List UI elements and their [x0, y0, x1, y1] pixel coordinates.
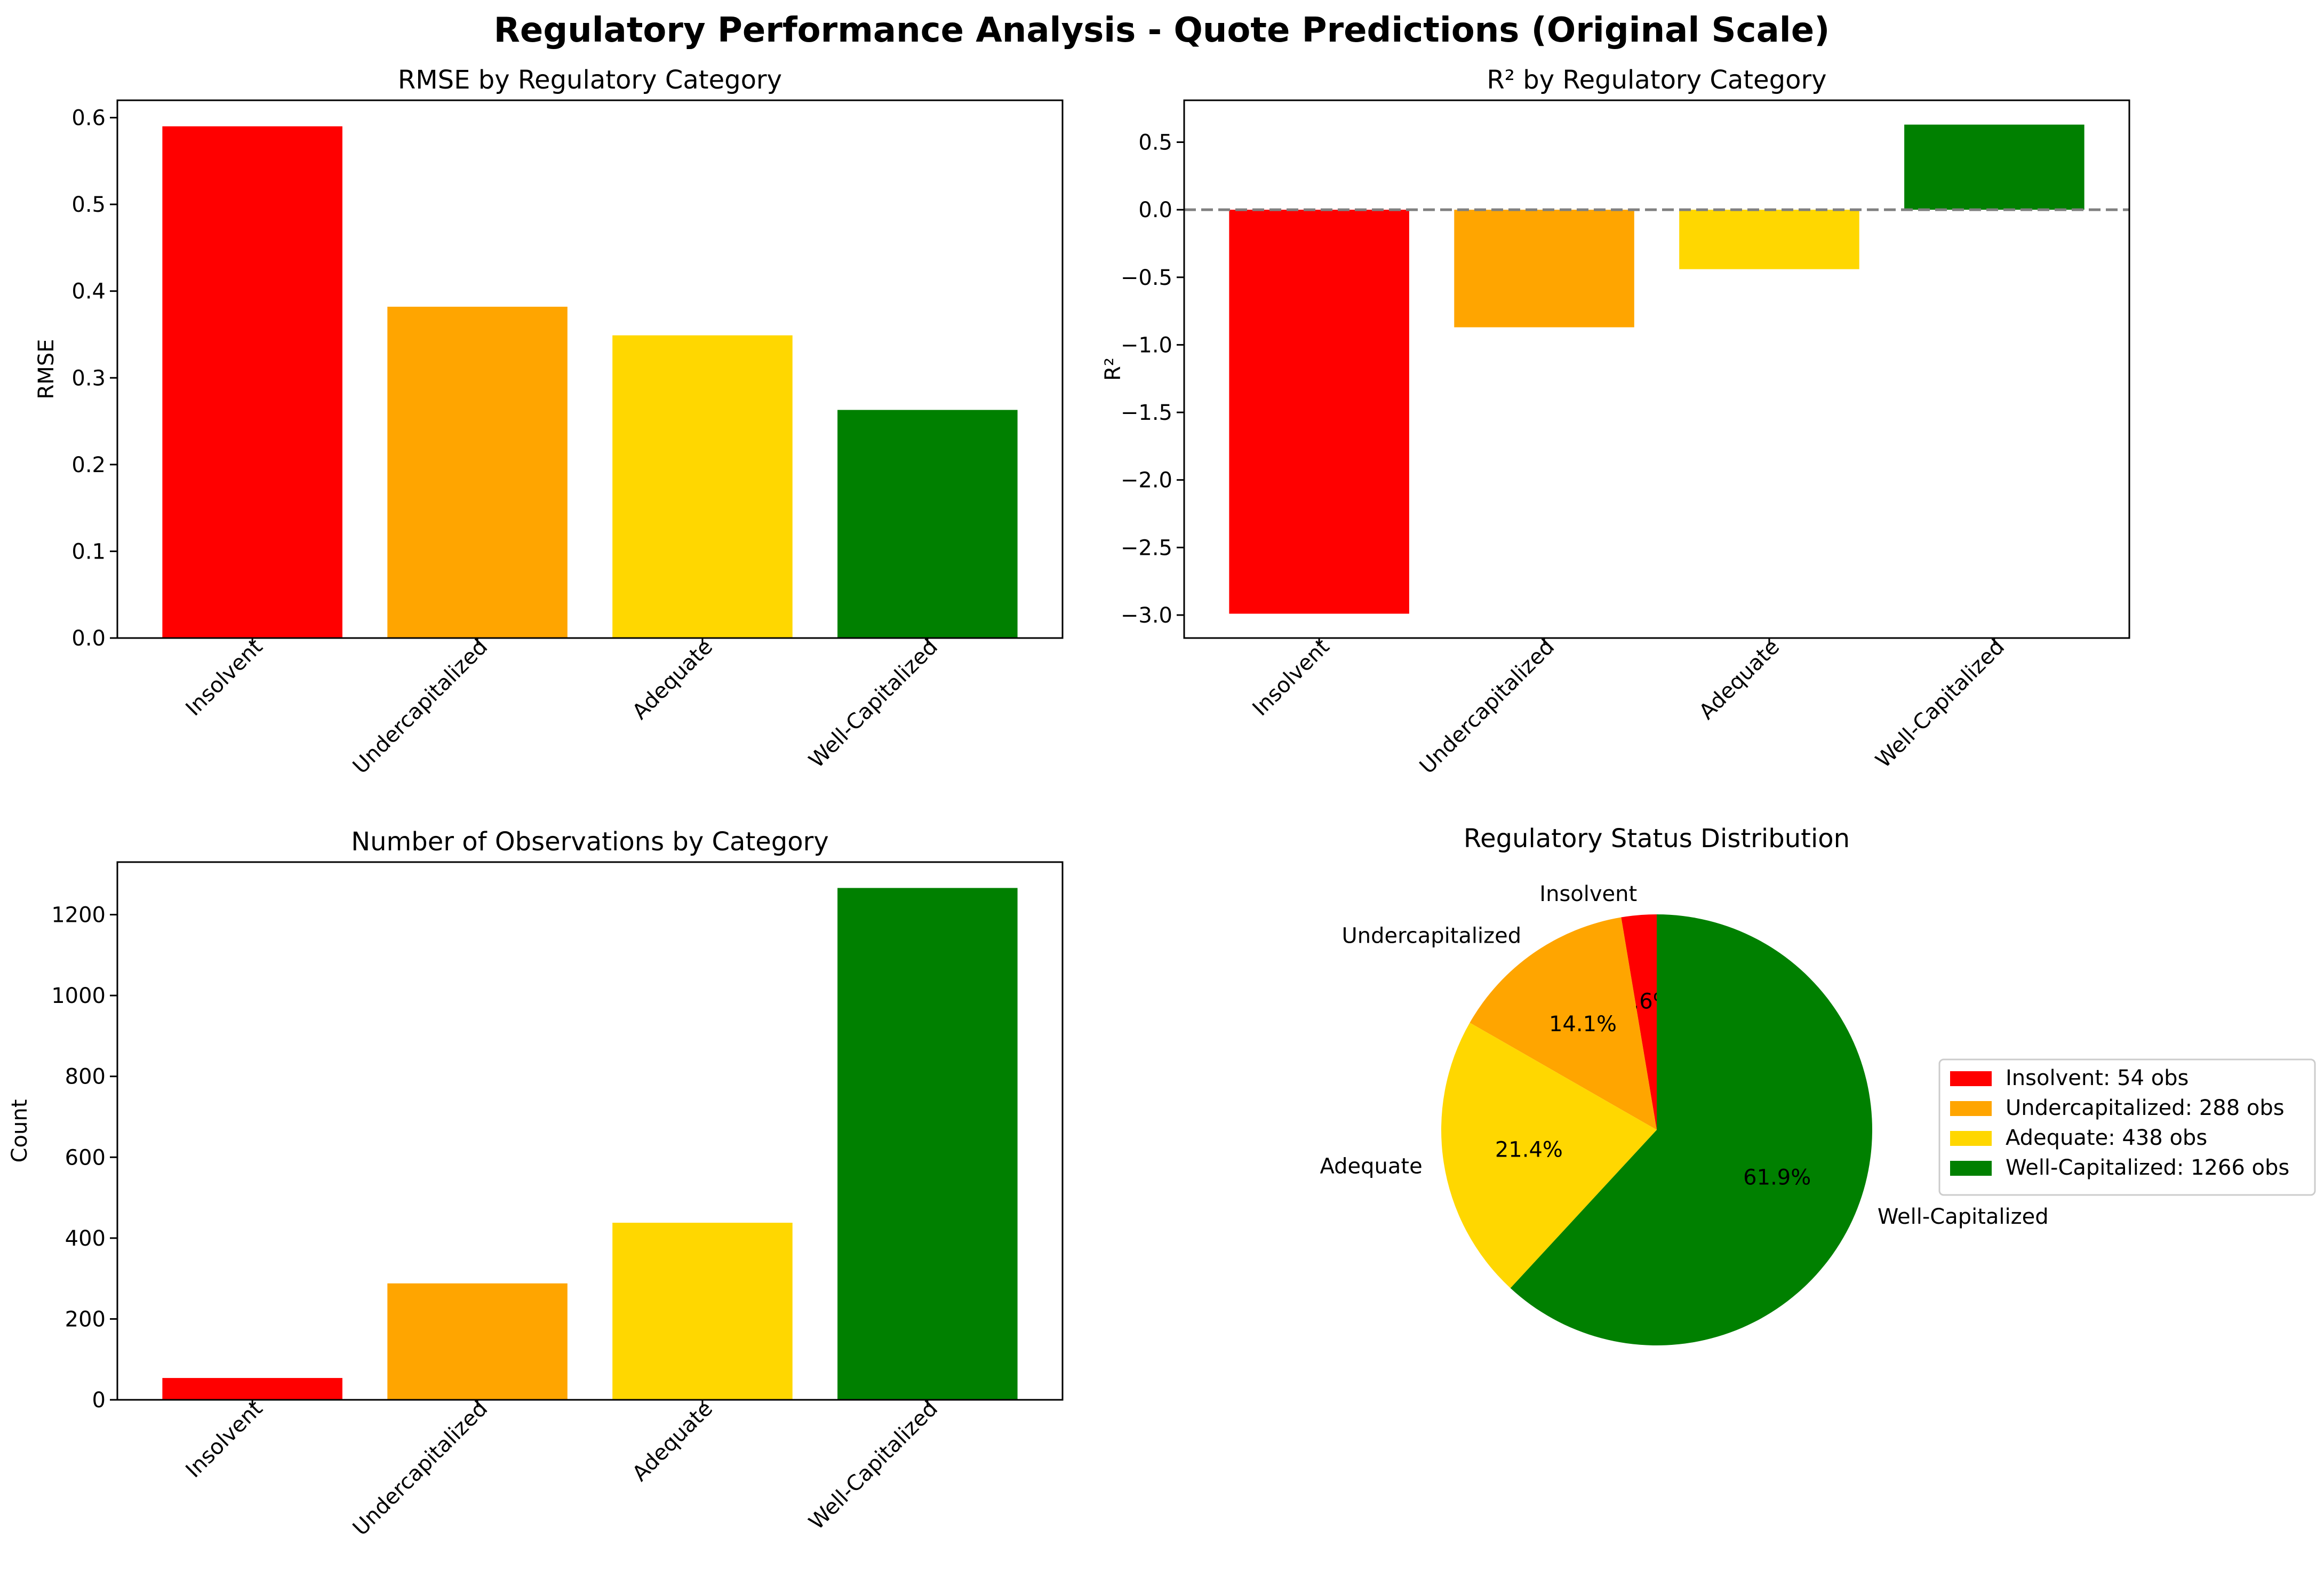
- y-tick-label: −1.5: [1121, 401, 1172, 425]
- pie-percent-label: 21.4%: [1495, 1138, 1563, 1162]
- chart-title: RMSE by Regulatory Category: [398, 65, 782, 95]
- y-tick-label: 200: [65, 1307, 106, 1332]
- pie-slice-undercapitalized: [1470, 917, 1657, 1130]
- bar-adequate: [612, 1223, 793, 1400]
- x-tick-label: Adequate: [1695, 634, 1784, 724]
- legend-swatch: [1950, 1161, 1992, 1176]
- legend-entry: Insolvent: 54 obs: [2006, 1066, 2189, 1090]
- pie-slice-well-capitalized: [1510, 914, 1872, 1346]
- y-tick-label: 0.3: [71, 366, 106, 390]
- legend-swatch: [1950, 1071, 1992, 1086]
- y-tick-label: 0.0: [71, 626, 106, 651]
- legend-box: [1938, 1058, 2316, 1196]
- y-axis-label: RMSE: [34, 339, 59, 400]
- legend-entry: Adequate: 438 obs: [2006, 1126, 2207, 1150]
- axes-frame: [116, 99, 1064, 639]
- pie-label: Insolvent: [1539, 882, 1637, 906]
- y-tick-label: 0.2: [71, 453, 106, 477]
- y-tick-label: −2.0: [1121, 468, 1172, 493]
- x-tick-label: Undercapitalized: [348, 634, 493, 779]
- bar-well-capitalized: [837, 410, 1018, 638]
- bar-undercapitalized: [387, 306, 568, 638]
- legend-swatch: [1950, 1101, 1992, 1116]
- legend-entry: Well-Capitalized: 1266 obs: [2006, 1155, 2289, 1180]
- legend-swatch: [1950, 1131, 1992, 1146]
- pie-label: Well-Capitalized: [1878, 1205, 2049, 1229]
- bar-insolvent: [1229, 210, 1409, 614]
- x-tick-label: Well-Capitalized: [1871, 634, 2009, 772]
- figure-title: Regulatory Performance Analysis - Quote …: [494, 11, 1830, 50]
- chart-title: Number of Observations by Category: [351, 827, 829, 857]
- chart-title: Regulatory Status Distribution: [1464, 824, 1850, 854]
- bar-adequate: [612, 335, 793, 638]
- bar-insolvent: [162, 1378, 342, 1400]
- y-tick-label: 400: [65, 1226, 106, 1251]
- y-tick-label: −1.0: [1121, 333, 1172, 357]
- pie-slice-insolvent: [1621, 914, 1657, 1130]
- y-axis-label: Count: [7, 1099, 32, 1163]
- bar-undercapitalized: [1454, 210, 1634, 328]
- pie-label: Adequate: [1320, 1154, 1423, 1178]
- y-tick-label: 800: [65, 1065, 106, 1089]
- y-tick-label: −3.0: [1121, 603, 1172, 628]
- axes-frame: [1183, 99, 2130, 639]
- legend: Insolvent: 54 obs Undercapitalized: 288 o…: [1938, 1058, 2316, 1196]
- y-tick-label: 600: [65, 1145, 106, 1170]
- x-tick-label: Undercapitalized: [1415, 634, 1560, 779]
- bar-well-capitalized: [1904, 124, 2085, 210]
- x-tick-label: Adequate: [628, 1396, 717, 1486]
- pie-percent-label: 14.1%: [1549, 1012, 1617, 1037]
- y-tick-label: −0.5: [1121, 266, 1172, 290]
- y-tick-label: 0.0: [1138, 198, 1172, 222]
- chart-title: R² by Regulatory Category: [1487, 65, 1826, 95]
- pie-slice-adequate: [1441, 1023, 1657, 1288]
- y-tick-label: 0.5: [71, 193, 106, 217]
- bar-well-capitalized: [837, 888, 1018, 1400]
- x-tick-label: Undercapitalized: [348, 1396, 493, 1541]
- chart-count: Number of Observations by Category 0 200 40…: [7, 827, 1064, 1541]
- x-tick-label: Well-Capitalized: [804, 634, 943, 772]
- pie-label: Undercapitalized: [1342, 923, 1522, 948]
- chart-rmse: RMSE by Regulatory Category 0.0 0.1 0.2 0.3 0…: [34, 65, 1064, 779]
- y-tick-label: 0: [92, 1388, 106, 1413]
- x-tick-label: Well-Capitalized: [804, 1396, 943, 1534]
- chart-distribution: Regulatory Status Distribution Insolvent 2…: [1320, 824, 2316, 1346]
- bar-adequate: [1679, 210, 1859, 269]
- axes-frame: [116, 861, 1064, 1401]
- y-tick-label: −2.5: [1121, 536, 1172, 560]
- y-axis-label: R²: [1101, 357, 1125, 381]
- x-tick-label: Insolvent: [181, 1396, 268, 1483]
- x-tick-label: Insolvent: [1248, 634, 1335, 721]
- y-tick-label: 0.1: [71, 539, 106, 564]
- chart-r2: R² by Regulatory Category 0.5 0.0 −0.5 −1.0 −…: [1101, 65, 2130, 779]
- pie-percent-label: 61.9%: [1743, 1165, 1811, 1190]
- y-tick-label: 0.5: [1138, 131, 1172, 155]
- x-tick-label: Insolvent: [181, 634, 268, 721]
- y-tick-label: 1000: [51, 984, 106, 1008]
- bar-undercapitalized: [387, 1283, 568, 1400]
- y-tick-label: 0.6: [71, 106, 106, 131]
- bar-insolvent: [162, 126, 342, 639]
- x-tick-label: Adequate: [628, 634, 717, 724]
- y-tick-label: 0.4: [71, 280, 106, 304]
- y-tick-label: 1200: [51, 903, 106, 928]
- legend-entry: Undercapitalized: 288 obs: [2006, 1096, 2285, 1120]
